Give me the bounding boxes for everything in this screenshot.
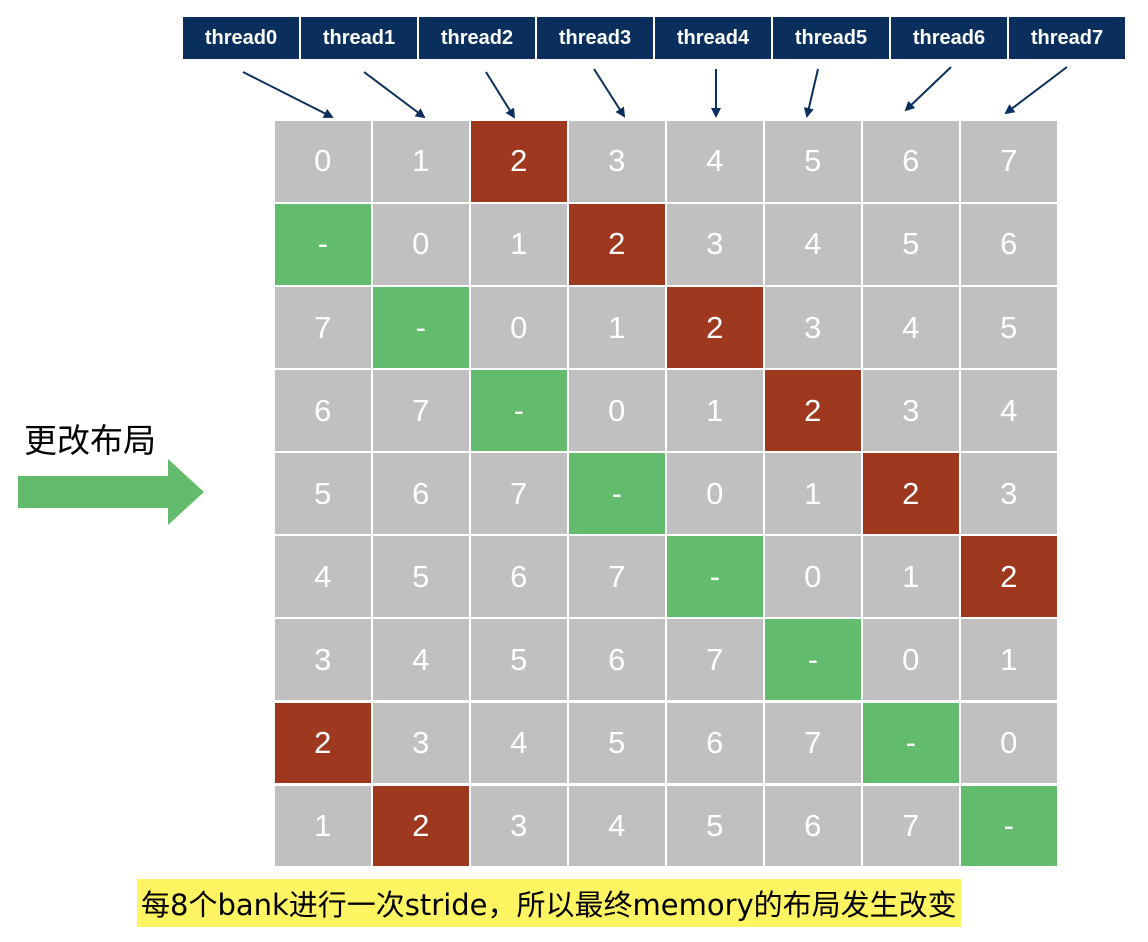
grid-cell-r4-c0: 5 [275, 453, 371, 534]
grid-cell-r7-c2: 4 [471, 702, 567, 784]
grid-cell-r3-c4: 1 [667, 370, 763, 451]
grid-cell-r8-c7: - [961, 785, 1057, 867]
change-layout-arrow-icon [18, 459, 204, 525]
caption-text: 每8个bank进行一次stride，所以最终memory的布局发生改变 [137, 879, 961, 927]
grid-cell-r4-c1: 6 [373, 453, 469, 534]
thread-label-3: thread3 [537, 17, 653, 59]
grid-cell-r4-c3: - [569, 453, 665, 534]
change-layout-label: 更改布局 [24, 421, 156, 460]
thread-label-4: thread4 [655, 17, 771, 59]
grid-cell-r3-c7: 4 [961, 370, 1057, 451]
grid-cell-r0-c1: 1 [373, 121, 469, 202]
grid-cell-r7-c6: - [863, 702, 959, 784]
grid-cell-r7-c5: 7 [765, 702, 861, 784]
grid-cell-r1-c2: 1 [471, 204, 567, 285]
grid-cell-r7-c7: 0 [961, 702, 1057, 784]
grid-cell-r8-c4: 5 [667, 785, 763, 867]
grid-cell-r7-c0: 2 [275, 702, 371, 784]
grid-cell-r1-c5: 4 [765, 204, 861, 285]
grid-cell-r2-c6: 4 [863, 287, 959, 368]
grid-cell-r1-c3: 2 [569, 204, 665, 285]
thread-arrow-3 [593, 68, 626, 118]
grid-cell-r5-c0: 4 [275, 536, 371, 618]
grid-cell-r4-c7: 3 [961, 453, 1057, 534]
grid-cell-r2-c1: - [373, 287, 469, 368]
grid-cell-r0-c4: 4 [667, 121, 763, 202]
grid-cell-r7-c3: 5 [569, 702, 665, 784]
grid-cell-r5-c1: 5 [373, 536, 469, 618]
grid-cell-r6-c6: 0 [863, 619, 959, 701]
thread-arrow-2 [485, 71, 516, 119]
grid-cell-r4-c6: 2 [863, 453, 959, 534]
thread-arrow-5 [803, 68, 819, 118]
grid-cell-r1-c0: - [275, 204, 371, 285]
thread-label-2: thread2 [419, 17, 535, 59]
grid-cell-r2-c3: 1 [569, 287, 665, 368]
grid-cell-r1-c4: 3 [667, 204, 763, 285]
grid-cell-r2-c4: 2 [667, 287, 763, 368]
grid-cell-r1-c7: 6 [961, 204, 1057, 285]
grid-cell-r6-c1: 4 [373, 619, 469, 701]
grid-cell-r5-c5: 0 [765, 536, 861, 618]
grid-cell-r1-c1: 0 [373, 204, 469, 285]
grid-cell-r0-c0: 0 [275, 121, 371, 202]
thread-arrow-6 [904, 66, 952, 112]
grid-cell-r3-c3: 0 [569, 370, 665, 451]
thread-arrow-7 [1004, 66, 1068, 115]
thread-arrow-0 [242, 71, 334, 118]
grid-cell-r3-c6: 3 [863, 370, 959, 451]
grid-cell-r0-c5: 5 [765, 121, 861, 202]
grid-cell-r6-c4: 7 [667, 619, 763, 701]
grid-cell-r0-c6: 6 [863, 121, 959, 202]
grid-cell-r8-c2: 3 [471, 785, 567, 867]
thread-label-0: thread0 [183, 17, 299, 59]
grid-cell-r5-c4: - [667, 536, 763, 618]
grid-cell-r4-c4: 0 [667, 453, 763, 534]
grid-cell-r3-c5: 2 [765, 370, 861, 451]
grid-cell-r2-c2: 0 [471, 287, 567, 368]
grid-cell-r4-c5: 1 [765, 453, 861, 534]
grid-cell-r7-c1: 3 [373, 702, 469, 784]
grid-cell-r6-c0: 3 [275, 619, 371, 701]
thread-header-bar: thread0 thread1 thread2 thread3 thread4 threa… [183, 17, 1127, 59]
grid-cell-r8-c3: 4 [569, 785, 665, 867]
grid-cell-r3-c0: 6 [275, 370, 371, 451]
grid-cell-r8-c1: 2 [373, 785, 469, 867]
grid-cell-r8-c5: 6 [765, 785, 861, 867]
thread-arrow-1 [363, 71, 426, 119]
grid-cell-r5-c7: 2 [961, 536, 1057, 618]
grid-cell-r2-c0: 7 [275, 287, 371, 368]
grid-cell-r2-c5: 3 [765, 287, 861, 368]
grid-cell-r5-c3: 7 [569, 536, 665, 618]
grid-cell-r3-c1: 7 [373, 370, 469, 451]
grid-cell-r0-c2: 2 [471, 121, 567, 202]
grid-cell-r8-c0: 1 [275, 785, 371, 867]
grid-cell-r6-c7: 1 [961, 619, 1057, 701]
grid-cell-r5-c6: 1 [863, 536, 959, 618]
thread-label-6: thread6 [891, 17, 1007, 59]
grid-cell-r7-c4: 6 [667, 702, 763, 784]
thread-label-7: thread7 [1009, 17, 1125, 59]
grid-cell-r0-c3: 3 [569, 121, 665, 202]
thread-label-1: thread1 [301, 17, 417, 59]
grid-cell-r3-c2: - [471, 370, 567, 451]
grid-cell-r2-c7: 5 [961, 287, 1057, 368]
grid-cell-r5-c2: 6 [471, 536, 567, 618]
thread-label-5: thread5 [773, 17, 889, 59]
grid-cell-r8-c6: 7 [863, 785, 959, 867]
grid-cell-r4-c2: 7 [471, 453, 567, 534]
grid-cell-r6-c3: 6 [569, 619, 665, 701]
grid-cell-r0-c7: 7 [961, 121, 1057, 202]
grid-cell-r6-c5: - [765, 619, 861, 701]
grid-cell-r6-c2: 5 [471, 619, 567, 701]
grid-cell-r1-c6: 5 [863, 204, 959, 285]
